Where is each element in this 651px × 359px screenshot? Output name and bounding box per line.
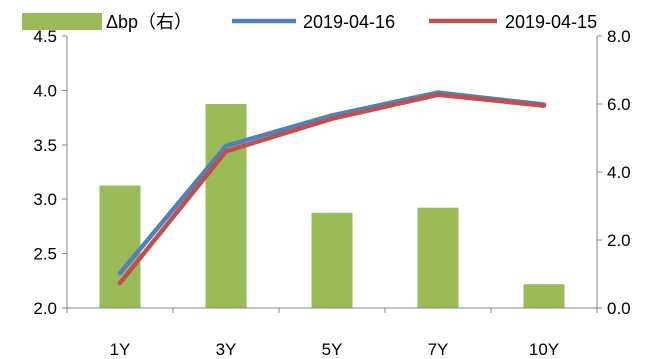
left-tick-label: 2.0 [33, 299, 57, 318]
bar-10Y [523, 284, 565, 308]
legend-label-2019-04-16: 2019-04-16 [303, 12, 395, 32]
right-tick-label: 2.0 [607, 231, 631, 250]
right-tick-label: 4.0 [607, 163, 631, 182]
series-line-2019-04-15 [117, 92, 547, 286]
legend-label-2019-04-15: 2019-04-15 [505, 12, 597, 32]
right-tick-label: 8.0 [607, 27, 631, 46]
tick-labels: 2.0 2.5 3.0 3.5 4.0 4.5 0.0 2.0 4.0 6.0 8.0 1Y 3Y 5Y 7… [33, 27, 630, 359]
lines [117, 90, 547, 286]
left-tick-label: 3.0 [33, 190, 57, 209]
left-tick-label: 3.5 [33, 136, 57, 155]
bar-5Y [311, 212, 353, 308]
bar-1Y [99, 185, 141, 308]
left-tick-label: 2.5 [33, 245, 57, 264]
legend-label-bar: Δbp（右） [106, 12, 192, 32]
legend-swatch-bar [22, 13, 102, 30]
x-tick-label: 10Y [529, 340, 559, 359]
x-tick-label: 3Y [216, 340, 237, 359]
legend: Δbp（右） 2019-04-16 2019-04-15 [22, 12, 597, 32]
x-tick-label: 5Y [322, 340, 343, 359]
left-tick-label: 4.5 [33, 27, 57, 46]
bar-7Y [417, 207, 459, 308]
axes [62, 35, 602, 313]
right-tick-label: 6.0 [607, 95, 631, 114]
x-tick-label: 7Y [428, 340, 449, 359]
bar-3Y [205, 104, 247, 308]
bars [99, 104, 565, 308]
x-tick-label: 1Y [110, 340, 131, 359]
right-tick-label: 0.0 [607, 299, 631, 318]
left-tick-label: 4.0 [33, 81, 57, 100]
